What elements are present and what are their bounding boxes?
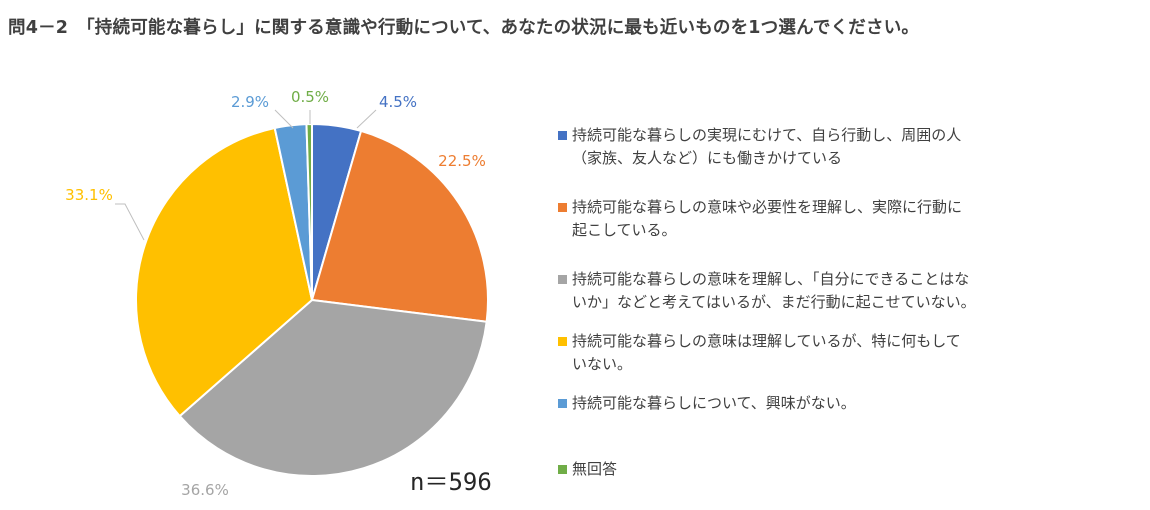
legend-swatch	[558, 465, 567, 474]
legend-label: 持続可能な暮らしについて、興味がない。	[572, 394, 856, 412]
leader-line-4	[115, 203, 145, 241]
data-label-6: 0.5%	[291, 88, 329, 106]
legend-label: 無回答	[572, 460, 618, 478]
sample-size-label: n＝596	[410, 468, 492, 496]
legend-item-2: 持続可能な暮らしの意味や必要性を理解し、実際に行動に 起こしている。	[558, 196, 962, 242]
legend-item-6: 無回答	[558, 458, 617, 481]
legend-swatch	[558, 399, 567, 408]
data-label-3: 36.6%	[181, 481, 229, 499]
legend-item-4: 持続可能な暮らしの意味は理解しているが、特に何もして いない。	[558, 330, 961, 376]
data-label-2: 22.5%	[438, 152, 486, 170]
chart-title: 問4－2 「持続可能な暮らし」に関する意識や行動について、あなたの状況に最も近い…	[8, 18, 920, 38]
leader-line-5	[274, 109, 294, 129]
legend-label: 持続可能な暮らしの意味や必要性を理解し、実際に行動に 起こしている。	[572, 198, 963, 239]
leader-line-1	[356, 109, 377, 129]
legend-label: 持続可能な暮らしの意味は理解しているが、特に何もして いない。	[572, 332, 961, 373]
legend-label: 持続可能な暮らしの意味を理解し、「自分にできることはな いか」などと考えてはいる…	[572, 270, 976, 311]
data-label-1: 4.5%	[379, 93, 417, 111]
legend-item-5: 持続可能な暮らしについて、興味がない。	[558, 392, 856, 415]
data-label-5: 2.9%	[231, 93, 269, 111]
pie-slice-3	[178, 298, 488, 477]
pie-slice-2	[310, 129, 490, 323]
legend-item-1: 持続可能な暮らしの実現にむけて、自ら行動し、周囲の人 （家族、友人など）にも働き…	[558, 124, 961, 170]
legend-item-3: 持続可能な暮らしの意味を理解し、「自分にできることはな いか」などと考えてはいる…	[558, 268, 976, 314]
legend-swatch	[558, 203, 567, 212]
legend-swatch	[558, 275, 567, 284]
legend-swatch	[558, 337, 567, 346]
legend-swatch	[558, 131, 567, 140]
pie-slice-4	[135, 126, 314, 418]
pie-slice-6	[305, 122, 313, 301]
data-label-4: 33.1%	[65, 186, 113, 204]
legend-label: 持続可能な暮らしの実現にむけて、自ら行動し、周囲の人 （家族、友人など）にも働き…	[572, 126, 962, 167]
